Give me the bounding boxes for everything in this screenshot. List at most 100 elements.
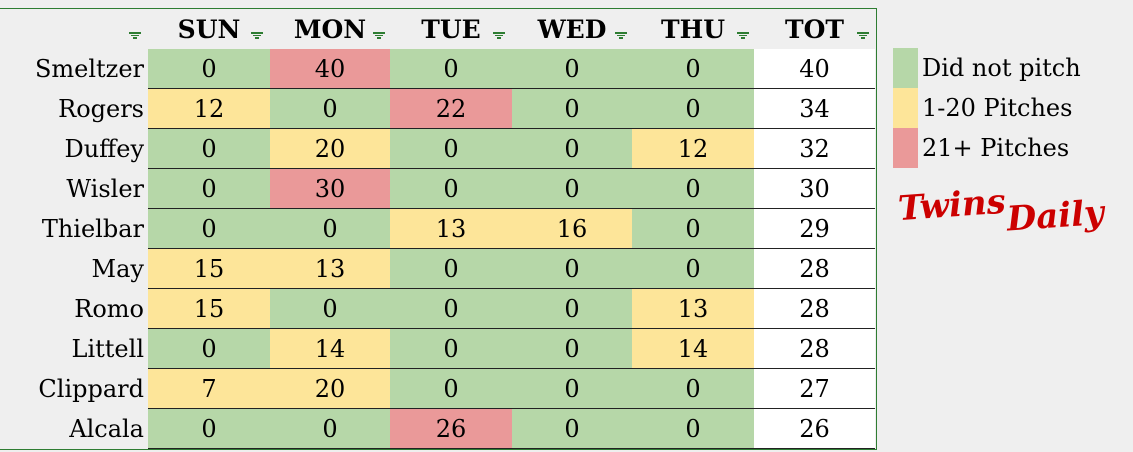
filter-dropdown-button[interactable] <box>736 31 750 41</box>
pitch-count-cell: 0 <box>632 249 754 289</box>
pitch-count-cell: 0 <box>512 289 632 329</box>
table-row: Thielbar 0 0 13 16 0 29 <box>0 209 876 249</box>
pitcher-name: Smeltzer <box>34 55 144 83</box>
pitch-count-cell: 0 <box>390 49 512 89</box>
filter-dropdown-button[interactable] <box>250 31 264 41</box>
total-cell: 28 <box>754 329 875 369</box>
pitch-count-cell: 0 <box>512 89 632 129</box>
column-header-mon: MON <box>293 14 367 44</box>
pitch-count-cell: 0 <box>270 209 390 249</box>
pitch-count-cell: 16 <box>512 209 632 249</box>
pitch-count-cell: 0 <box>512 409 632 449</box>
pitch-count-cell: 0 <box>632 409 754 449</box>
table-row: Wisler 0 30 0 0 0 30 <box>0 169 876 209</box>
total-cell: 28 <box>754 289 875 329</box>
pitch-count-cell: 0 <box>512 249 632 289</box>
pitch-count-cell: 0 <box>148 169 270 209</box>
pitch-count-cell: 0 <box>390 369 512 409</box>
pitch-count-cell: 13 <box>270 249 390 289</box>
filter-dropdown-button[interactable] <box>856 31 870 41</box>
filter-dropdown-button[interactable] <box>614 31 628 41</box>
table-row: May 15 13 0 0 0 28 <box>0 249 876 289</box>
table-row: Alcala 0 0 26 0 0 26 <box>0 409 876 449</box>
pitch-count-cell: 0 <box>632 209 754 249</box>
pitcher-name: Littell <box>71 335 144 363</box>
pitcher-name: Thielbar <box>41 215 144 243</box>
pitch-count-cell: 0 <box>632 49 754 89</box>
table-row: Duffey 0 20 0 0 12 32 <box>0 129 876 169</box>
pitch-count-cell: 0 <box>512 129 632 169</box>
logo-text-daily: Daily <box>1005 192 1106 240</box>
table-row: Littell 0 14 0 0 14 28 <box>0 329 876 369</box>
legend-swatch <box>893 128 918 168</box>
column-header-thu: THU <box>660 14 726 44</box>
pitch-count-cell: 0 <box>390 289 512 329</box>
pitch-count-cell: 0 <box>390 329 512 369</box>
pitch-count-table: SUN MON TUE WED THU TOT Smeltzer 0 40 0 0 0 40 Rogers… <box>0 8 877 450</box>
pitch-count-cell: 0 <box>148 209 270 249</box>
pitch-count-cell: 0 <box>512 369 632 409</box>
pitcher-name: Alcala <box>69 415 144 443</box>
pitch-count-cell: 12 <box>632 129 754 169</box>
pitch-count-cell: 0 <box>632 369 754 409</box>
twins-daily-logo: TwinsDaily <box>896 175 1105 240</box>
filter-dropdown-button[interactable] <box>128 31 142 41</box>
legend-label: 21+ Pitches <box>922 134 1070 162</box>
pitcher-name: Rogers <box>58 95 144 123</box>
pitch-count-cell: 12 <box>148 89 270 129</box>
pitcher-name: Romo <box>74 295 144 323</box>
pitch-count-cell: 15 <box>148 249 270 289</box>
pitch-count-cell: 0 <box>148 409 270 449</box>
pitch-count-cell: 13 <box>390 209 512 249</box>
legend-swatch <box>893 88 918 128</box>
pitch-count-cell: 7 <box>148 369 270 409</box>
pitch-count-cell: 0 <box>390 169 512 209</box>
pitch-count-cell: 0 <box>512 49 632 89</box>
logo-text-twins: Twins <box>896 181 1008 230</box>
total-cell: 30 <box>754 169 875 209</box>
pitch-count-cell: 26 <box>390 409 512 449</box>
table-row: Smeltzer 0 40 0 0 0 40 <box>0 49 876 89</box>
pitch-count-cell: 0 <box>148 49 270 89</box>
total-cell: 32 <box>754 129 875 169</box>
pitch-count-cell: 0 <box>390 129 512 169</box>
pitch-count-cell: 0 <box>512 169 632 209</box>
total-cell: 27 <box>754 369 875 409</box>
pitch-count-cell: 20 <box>270 129 390 169</box>
pitch-count-cell: 0 <box>148 329 270 369</box>
pitch-count-cell: 14 <box>632 329 754 369</box>
total-cell: 40 <box>754 49 875 89</box>
pitch-count-cell: 40 <box>270 49 390 89</box>
pitch-count-cell: 0 <box>390 249 512 289</box>
pitcher-name: Duffey <box>64 135 144 163</box>
pitch-count-cell: 0 <box>632 169 754 209</box>
legend-label: Did not pitch <box>922 54 1081 82</box>
pitch-count-cell: 20 <box>270 369 390 409</box>
column-header-tot: TOT <box>785 14 844 44</box>
filter-dropdown-button[interactable] <box>372 31 386 41</box>
total-cell: 29 <box>754 209 875 249</box>
pitcher-name: Clippard <box>38 375 144 403</box>
table-row: Clippard 7 20 0 0 0 27 <box>0 369 876 409</box>
total-cell: 26 <box>754 409 875 449</box>
pitch-count-cell: 15 <box>148 289 270 329</box>
legend-swatch <box>893 48 918 88</box>
pitch-count-cell: 30 <box>270 169 390 209</box>
column-header-sun: SUN <box>177 14 241 44</box>
pitch-count-cell: 14 <box>270 329 390 369</box>
filter-dropdown-button[interactable] <box>492 31 506 41</box>
pitch-count-cell: 0 <box>148 129 270 169</box>
pitcher-name: May <box>91 255 144 283</box>
total-cell: 34 <box>754 89 875 129</box>
pitch-count-cell: 0 <box>632 89 754 129</box>
total-cell: 28 <box>754 249 875 289</box>
pitch-count-cell: 0 <box>270 409 390 449</box>
table-row: Romo 15 0 0 0 13 28 <box>0 289 876 329</box>
pitch-count-cell: 0 <box>270 289 390 329</box>
table-row: Rogers 12 0 22 0 0 34 <box>0 89 876 129</box>
legend-label: 1-20 Pitches <box>922 94 1073 122</box>
column-header-tue: TUE <box>421 14 481 44</box>
pitch-count-cell: 0 <box>270 89 390 129</box>
pitch-count-cell: 22 <box>390 89 512 129</box>
pitch-count-cell: 13 <box>632 289 754 329</box>
